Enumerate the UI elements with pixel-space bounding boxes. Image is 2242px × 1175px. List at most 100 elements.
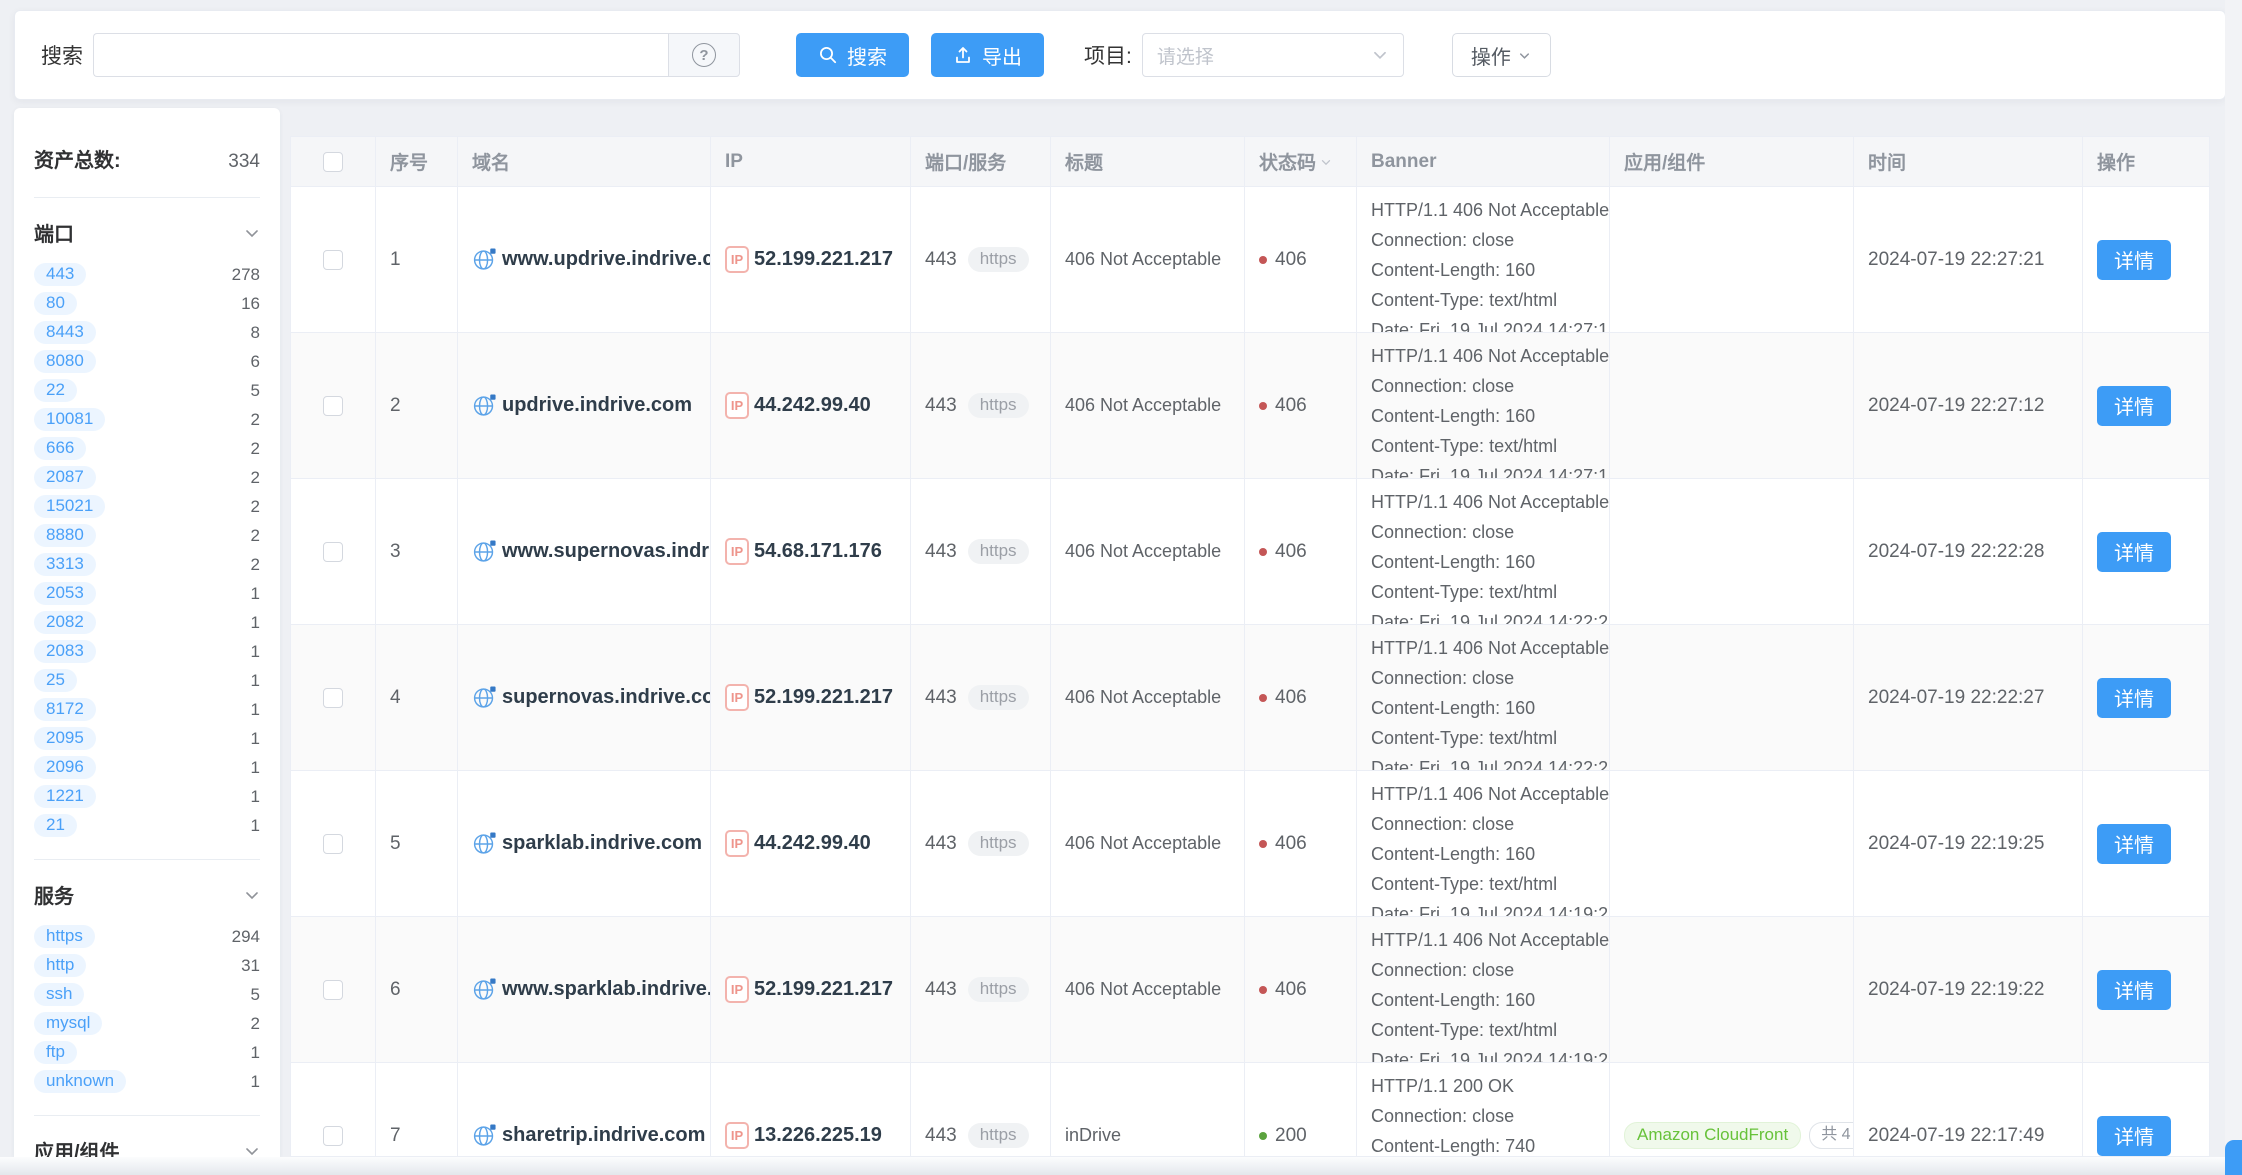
ip-cell: IP 52.199.221.217 (711, 625, 911, 770)
filter-tag[interactable]: 443 (34, 263, 87, 286)
apps-cell (1610, 479, 1854, 624)
page-title-text: inDrive (1065, 1125, 1122, 1145)
row-checkbox[interactable] (323, 249, 343, 270)
banner-line: HTTP/1.1 406 Not Acceptable (1371, 200, 1610, 220)
filter-tag[interactable]: http (34, 954, 87, 977)
column-header-7: 应用/组件 (1610, 137, 1854, 186)
export-button[interactable]: 导出 (931, 33, 1044, 77)
detail-button[interactable]: 详情 (2097, 239, 2171, 280)
row-checkbox[interactable] (323, 979, 343, 1000)
actions-button[interactable]: 操作 (1451, 33, 1551, 77)
time-cell: 2024-07-19 22:19:22 (1854, 917, 2083, 1062)
filter-tag[interactable]: 22 (34, 379, 77, 402)
filter-tag[interactable]: 3313 (34, 553, 96, 576)
banner-cell: HTTP/1.1 200 OK Connection: close Content-… (1357, 1063, 1610, 1156)
row-checkbox-cell (291, 917, 376, 1062)
section-header-2[interactable]: 应用/组件 (34, 1136, 260, 1157)
filter-tag[interactable]: 2082 (34, 611, 96, 634)
port-service-cell: 443 https (911, 625, 1051, 770)
filter-tag[interactable]: 8880 (34, 524, 96, 547)
project-label: 项目: (1084, 45, 1132, 68)
section-header-0[interactable]: 端口 (34, 218, 260, 247)
banner-cell: HTTP/1.1 406 Not Acceptable Connection: c… (1357, 917, 1610, 1062)
ip-badge-icon: IP (725, 976, 749, 1003)
ip-badge-icon: IP (725, 684, 749, 711)
domain-text: www.updrive.indrive.com (502, 248, 710, 270)
row-checkbox[interactable] (323, 833, 343, 854)
vertical-scrollbar-track[interactable] (2225, 0, 2242, 1175)
detail-button[interactable]: 详情 (2097, 531, 2171, 572)
horizontal-scrollbar[interactable] (0, 1157, 2242, 1175)
filter-count: 6 (250, 351, 260, 371)
filter-tag[interactable]: 80 (34, 292, 77, 315)
search-help-button[interactable]: ? (668, 33, 740, 77)
filter-count: 1 (250, 612, 260, 632)
globe-icon (473, 832, 496, 854)
filter-tag[interactable]: ssh (34, 983, 85, 1006)
filter-tag[interactable]: 666 (34, 437, 87, 460)
search-input-group: ? (93, 33, 740, 77)
time-cell: 2024-07-19 22:22:28 (1854, 479, 2083, 624)
filter-tag[interactable]: 2087 (34, 466, 96, 489)
sidebar-section: 服务 https 294 http 31 ssh 5 mysql 2 ftp 1 unknown 1 (34, 859, 260, 1093)
detail-button[interactable]: 详情 (2097, 969, 2171, 1010)
row-index-cell: 3 (376, 479, 458, 624)
filter-tag[interactable]: 10081 (34, 408, 106, 431)
banner-line: Content-Type: text/html (1371, 728, 1558, 748)
banner-line: Content-Length: 160 (1371, 406, 1536, 426)
filter-count: 31 (241, 955, 260, 975)
filter-item: ssh 5 (34, 983, 260, 1006)
search-input[interactable] (93, 33, 668, 77)
search-button[interactable]: 搜索 (796, 33, 909, 77)
port-number: 443 (925, 978, 957, 1000)
filter-tag[interactable]: mysql (34, 1012, 103, 1035)
filter-tag[interactable]: 2053 (34, 582, 96, 605)
row-checkbox[interactable] (323, 1125, 343, 1146)
filter-tag[interactable]: unknown (34, 1070, 127, 1093)
column-header-label: 标题 (1065, 153, 1104, 174)
port-service-cell: 443 https (911, 771, 1051, 916)
filter-tag[interactable]: 2083 (34, 640, 96, 663)
vertical-scrollbar-thumb[interactable] (2225, 1140, 2242, 1175)
banner-line: Date: Fri, 19 Jul 2024 14:22:2 (1371, 612, 1609, 624)
filter-tag[interactable]: 2096 (34, 756, 96, 779)
column-header-label: 域名 (472, 153, 511, 174)
status-code: 406 (1275, 540, 1307, 562)
globe-icon (473, 1124, 496, 1146)
select-all-checkbox[interactable] (323, 151, 343, 172)
filter-tag[interactable]: 21 (34, 814, 77, 837)
action-cell: 详情 (2083, 479, 2209, 624)
row-checkbox[interactable] (323, 395, 343, 416)
search-icon (820, 47, 837, 64)
detail-button[interactable]: 详情 (2097, 823, 2171, 864)
filter-tag[interactable]: 2095 (34, 727, 96, 750)
row-index: 5 (390, 832, 401, 854)
filter-tag[interactable]: 1221 (34, 785, 96, 808)
project-select[interactable]: 请选择 (1141, 33, 1404, 77)
ip-text: 13.226.225.19 (754, 1124, 882, 1146)
banner-cell: HTTP/1.1 406 Not Acceptable Connection: c… (1357, 187, 1610, 332)
filter-tag[interactable]: 8172 (34, 698, 96, 721)
filter-tag[interactable]: ftp (34, 1041, 77, 1064)
filter-tag[interactable]: 8443 (34, 321, 96, 344)
detail-button[interactable]: 详情 (2097, 1115, 2171, 1156)
filter-tag[interactable]: 15021 (34, 495, 106, 518)
row-checkbox[interactable] (323, 541, 343, 562)
filter-count: 1 (250, 815, 260, 835)
filter-tag[interactable]: 8080 (34, 350, 96, 373)
column-header-5[interactable]: 状态码 (1245, 137, 1357, 186)
banner-line: Connection: close (1371, 814, 1515, 834)
banner-line: Connection: close (1371, 230, 1515, 250)
row-checkbox-cell (291, 479, 376, 624)
filter-tag[interactable]: https (34, 925, 95, 948)
row-checkbox[interactable] (323, 687, 343, 708)
domain-cell: www.updrive.indrive.com (458, 187, 711, 332)
section-header-1[interactable]: 服务 (34, 880, 260, 909)
service-tag: https (967, 831, 1029, 856)
detail-button[interactable]: 详情 (2097, 677, 2171, 718)
filter-tag[interactable]: 25 (34, 669, 77, 692)
table-row: 7 sharetrip.indrive.com IP 13.226.225.19 443… (291, 1063, 2209, 1156)
detail-button[interactable]: 详情 (2097, 385, 2171, 426)
banner-line: Content-Length: 160 (1371, 260, 1536, 280)
table-row: 6www.sparklab.indrive.comIP52.199.221.21… (291, 917, 2209, 1063)
